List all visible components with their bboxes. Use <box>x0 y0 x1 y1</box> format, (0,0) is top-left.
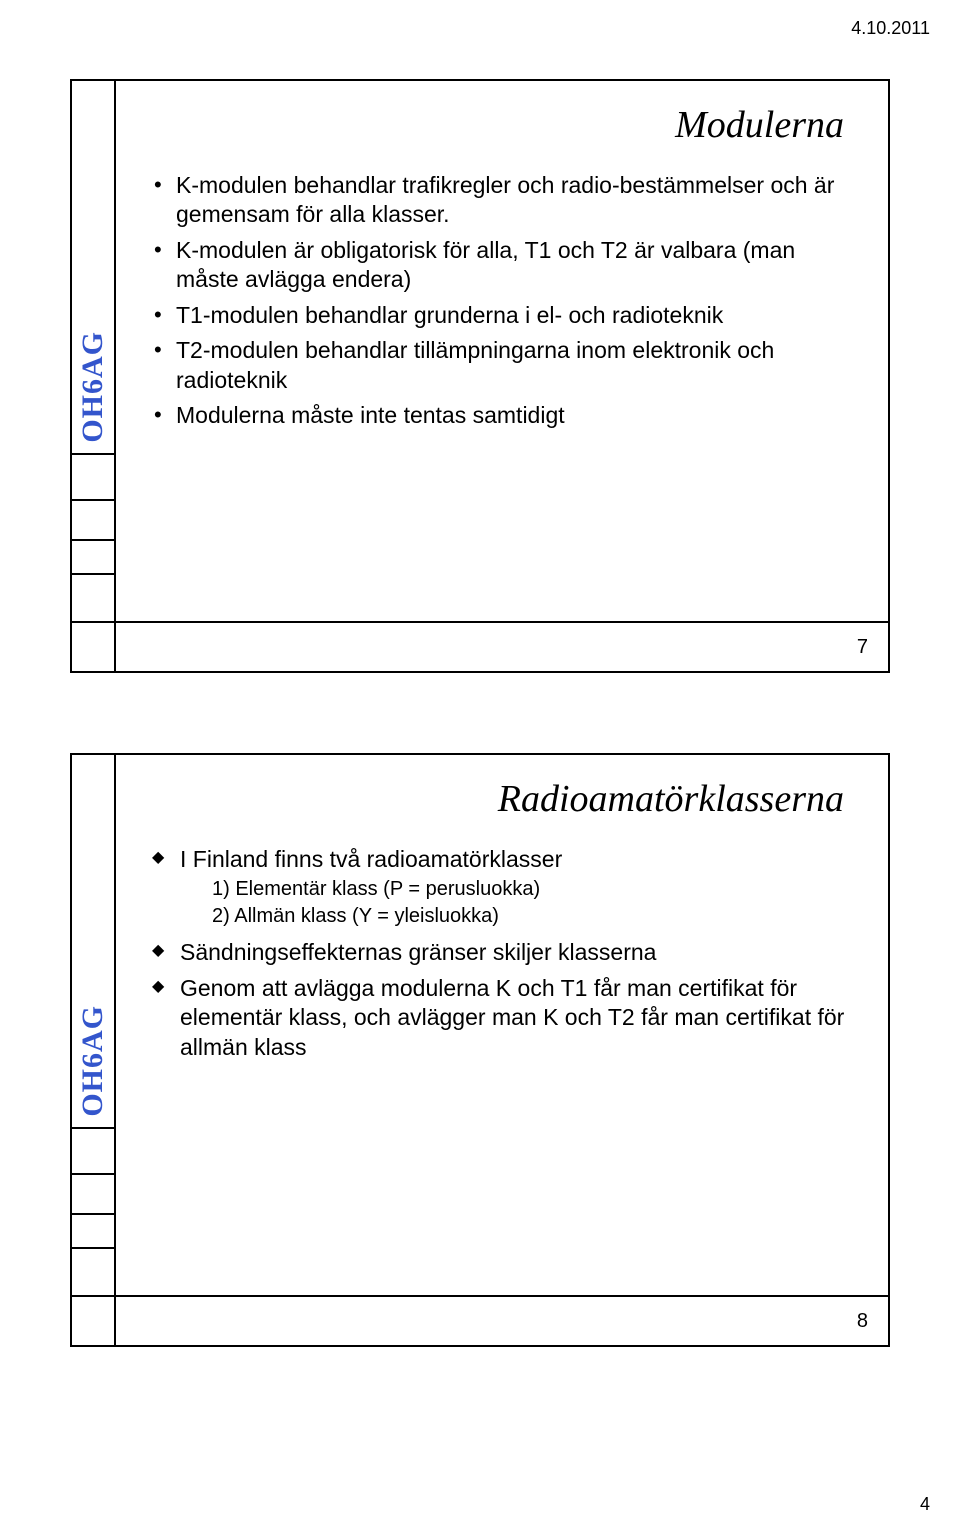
rail-cell-3 <box>72 541 114 575</box>
rail-cell-4 <box>72 1249 114 1297</box>
rail-label: OH6AG <box>76 331 110 443</box>
page-date: 4.10.2011 <box>30 18 930 39</box>
slide-body: Modulerna K-modulen behandlar trafikregl… <box>116 81 888 623</box>
sub-item: 2) Allmän klass (Y = yleisluokka) <box>212 903 854 930</box>
rail-cell-2 <box>72 1175 114 1215</box>
bullet-item: K-modulen är obligatorisk för alla, T1 o… <box>150 236 854 295</box>
sub-list: 1) Elementär klass (P = perusluokka) 2) … <box>180 874 854 932</box>
bullet-item: Genom att avlägga modulerna K och T1 får… <box>150 974 854 1062</box>
slide-page-number: 7 <box>857 636 868 659</box>
bullet-text: Genom att avlägga modulerna K och T1 får… <box>180 975 844 1060</box>
bullet-text: I Finland finns två radioamatörklasser <box>180 846 562 872</box>
slide-1: OH6AG Modulerna K-modulen behandlar traf… <box>70 79 890 673</box>
slide-title: Modulerna <box>150 103 854 147</box>
rail-column: OH6AG <box>72 81 116 671</box>
rail-cell-5 <box>72 1297 114 1345</box>
rail-cell-1 <box>72 455 114 501</box>
slide-title: Radioamatörklasserna <box>150 777 854 821</box>
bullet-list: K-modulen behandlar trafikregler och rad… <box>150 171 854 431</box>
slide-page-number: 8 <box>857 1310 868 1333</box>
rail-cell-1 <box>72 1129 114 1175</box>
bullet-item: I Finland finns två radioamatörklasser 1… <box>150 845 854 932</box>
slide-footer: 7 <box>116 623 888 671</box>
bullet-item: Sändningseffekternas gränser skiljer kla… <box>150 938 854 967</box>
slide-footer: 8 <box>116 1297 888 1345</box>
rail-cell-4 <box>72 575 114 623</box>
sub-item: 1) Elementär klass (P = perusluokka) <box>212 876 854 903</box>
bullet-item: K-modulen behandlar trafikregler och rad… <box>150 171 854 230</box>
bullet-item: T1-modulen behandlar grunderna i el- och… <box>150 301 854 330</box>
slide-container: OH6AG Modulerna K-modulen behandlar traf… <box>72 81 888 671</box>
rail-column: OH6AG <box>72 755 116 1345</box>
slide-main: Radioamatörklasserna I Finland finns två… <box>116 755 888 1345</box>
slide-container: OH6AG Radioamatörklasserna I Finland fin… <box>72 755 888 1345</box>
page: 4.10.2011 OH6AG Modulerna K-modulen beha… <box>0 0 960 1527</box>
rail-label: OH6AG <box>76 1005 110 1117</box>
rail-cell-5 <box>72 623 114 671</box>
slide-main: Modulerna K-modulen behandlar trafikregl… <box>116 81 888 671</box>
bullet-text: Sändningseffekternas gränser skiljer kla… <box>180 939 656 965</box>
bullet-list: I Finland finns två radioamatörklasser 1… <box>150 845 854 1062</box>
slide-body: Radioamatörklasserna I Finland finns två… <box>116 755 888 1297</box>
page-number: 4 <box>920 1494 930 1515</box>
rail-top-cell: OH6AG <box>72 755 114 1129</box>
bullet-item: T2-modulen behandlar tillämpningarna ino… <box>150 336 854 395</box>
bullet-item: Modulerna måste inte tentas samtidigt <box>150 401 854 430</box>
slide-2: OH6AG Radioamatörklasserna I Finland fin… <box>70 753 890 1347</box>
rail-cell-2 <box>72 501 114 541</box>
rail-top-cell: OH6AG <box>72 81 114 455</box>
rail-cell-3 <box>72 1215 114 1249</box>
